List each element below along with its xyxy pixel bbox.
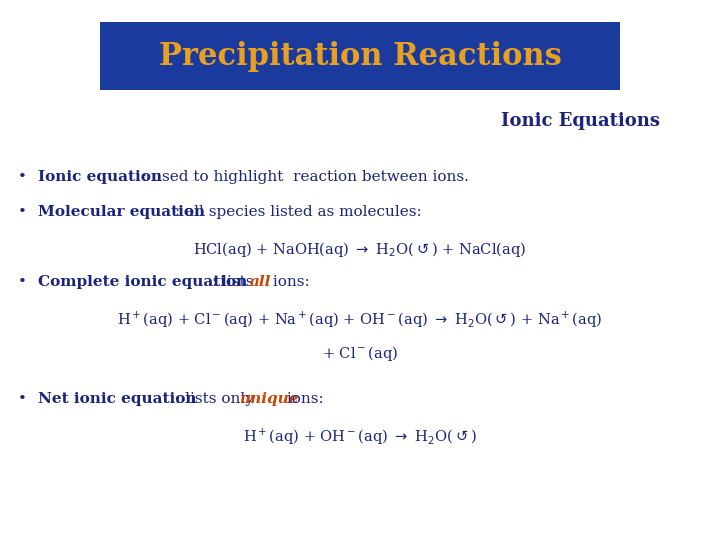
Text: Ionic Equations: Ionic Equations <box>501 112 660 130</box>
Text: all: all <box>250 275 271 289</box>
Text: Precipitation Reactions: Precipitation Reactions <box>158 40 562 71</box>
Text: : lists: : lists <box>212 275 258 289</box>
Text: •: • <box>18 275 27 289</box>
Text: H$^+$(aq) + Cl$^-$(aq) + Na$^+$(aq) + OH$^-$(aq) $\rightarrow$ H$_2$O($\circlear: H$^+$(aq) + Cl$^-$(aq) + Na$^+$(aq) + OH… <box>117 310 603 330</box>
Text: + Cl$^-$(aq): + Cl$^-$(aq) <box>322 344 398 363</box>
Text: : used to highlight  reaction between ions.: : used to highlight reaction between ion… <box>142 170 469 184</box>
Text: ions:: ions: <box>268 275 310 289</box>
Text: ions:: ions: <box>282 392 324 406</box>
Text: HCl(aq) + NaOH(aq) $\rightarrow$ H$_2$O($\circlearrowleft$) + NaCl(aq): HCl(aq) + NaOH(aq) $\rightarrow$ H$_2$O(… <box>194 240 526 259</box>
FancyBboxPatch shape <box>100 22 620 90</box>
Text: Complete ionic equation: Complete ionic equation <box>38 275 247 289</box>
Text: : lists only: : lists only <box>175 392 258 406</box>
Text: Net ionic equation: Net ionic equation <box>38 392 197 406</box>
Text: •: • <box>18 392 27 406</box>
Text: H$^+$(aq) + OH$^-$(aq) $\rightarrow$ H$_2$O($\circlearrowleft$): H$^+$(aq) + OH$^-$(aq) $\rightarrow$ H$_… <box>243 427 477 447</box>
Text: : all species listed as molecules:: : all species listed as molecules: <box>175 205 422 219</box>
Text: Molecular equation: Molecular equation <box>38 205 205 219</box>
Text: Ionic equation: Ionic equation <box>38 170 162 184</box>
Text: unique: unique <box>239 392 299 406</box>
Text: •: • <box>18 205 27 219</box>
Text: •: • <box>18 170 27 184</box>
